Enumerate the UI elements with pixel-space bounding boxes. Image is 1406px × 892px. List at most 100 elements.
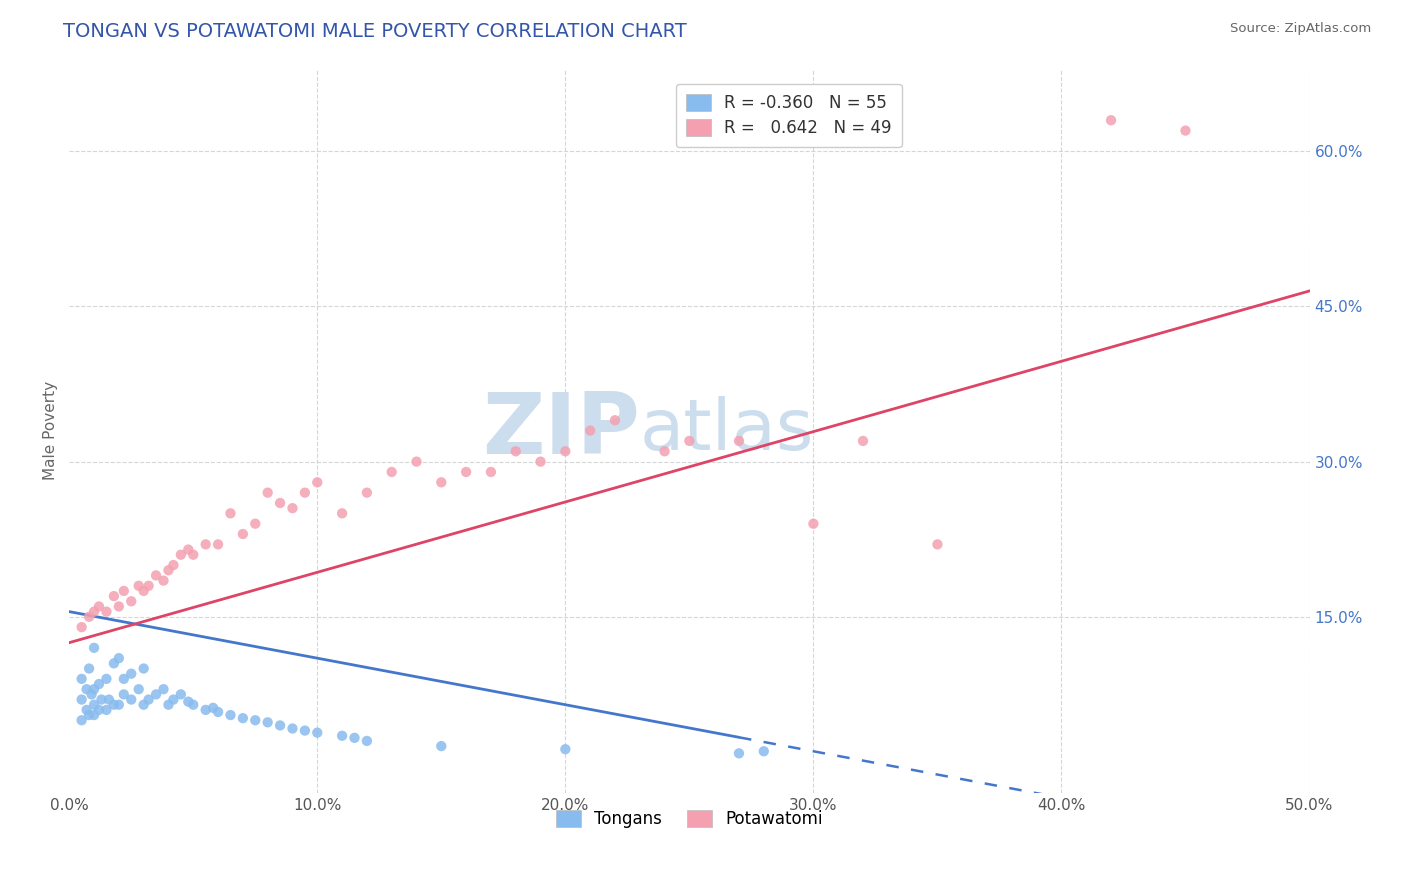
Y-axis label: Male Poverty: Male Poverty bbox=[44, 381, 58, 480]
Point bbox=[728, 434, 751, 448]
Point bbox=[219, 708, 242, 723]
Point bbox=[1099, 113, 1122, 128]
Point bbox=[177, 695, 200, 709]
Point bbox=[120, 666, 142, 681]
Point bbox=[103, 657, 125, 671]
Point bbox=[219, 506, 242, 520]
Point bbox=[170, 687, 193, 701]
Point bbox=[529, 455, 551, 469]
Point bbox=[505, 444, 527, 458]
Point bbox=[281, 501, 304, 516]
Point bbox=[330, 506, 353, 520]
Point bbox=[90, 692, 112, 706]
Point bbox=[294, 485, 316, 500]
Point bbox=[96, 605, 118, 619]
Point bbox=[269, 496, 291, 510]
Text: atlas: atlas bbox=[640, 396, 814, 465]
Point bbox=[202, 701, 225, 715]
Point bbox=[803, 516, 825, 531]
Text: Source: ZipAtlas.com: Source: ZipAtlas.com bbox=[1230, 22, 1371, 36]
Point bbox=[430, 739, 453, 753]
Point bbox=[181, 698, 204, 712]
Point bbox=[83, 640, 105, 655]
Point bbox=[83, 708, 105, 723]
Point bbox=[307, 475, 329, 490]
Point bbox=[194, 703, 217, 717]
Point bbox=[77, 661, 100, 675]
Point bbox=[330, 729, 353, 743]
Point bbox=[87, 677, 110, 691]
Point bbox=[752, 744, 775, 758]
Point bbox=[157, 563, 180, 577]
Point bbox=[77, 708, 100, 723]
Point bbox=[132, 661, 155, 675]
Point bbox=[96, 703, 118, 717]
Point bbox=[554, 444, 576, 458]
Point bbox=[87, 599, 110, 614]
Point bbox=[97, 692, 120, 706]
Point bbox=[456, 465, 478, 479]
Point bbox=[128, 579, 150, 593]
Point bbox=[77, 609, 100, 624]
Point bbox=[579, 424, 602, 438]
Point bbox=[108, 599, 131, 614]
Point bbox=[654, 444, 676, 458]
Point bbox=[152, 574, 174, 588]
Point bbox=[83, 698, 105, 712]
Point bbox=[256, 715, 278, 730]
Point bbox=[120, 692, 142, 706]
Point bbox=[256, 485, 278, 500]
Point bbox=[108, 698, 131, 712]
Point bbox=[162, 692, 184, 706]
Point bbox=[1174, 123, 1197, 137]
Point bbox=[281, 722, 304, 736]
Point bbox=[162, 558, 184, 572]
Point bbox=[232, 527, 254, 541]
Point bbox=[138, 692, 160, 706]
Point bbox=[152, 682, 174, 697]
Point bbox=[554, 742, 576, 756]
Point bbox=[112, 687, 135, 701]
Point bbox=[728, 747, 751, 761]
Point bbox=[70, 620, 93, 634]
Text: TONGAN VS POTAWATOMI MALE POVERTY CORRELATION CHART: TONGAN VS POTAWATOMI MALE POVERTY CORREL… bbox=[63, 22, 688, 41]
Point bbox=[405, 455, 427, 469]
Point bbox=[194, 537, 217, 551]
Point bbox=[83, 682, 105, 697]
Point bbox=[356, 734, 378, 748]
Point bbox=[112, 672, 135, 686]
Point bbox=[70, 692, 93, 706]
Point bbox=[128, 682, 150, 697]
Point bbox=[103, 589, 125, 603]
Point bbox=[177, 542, 200, 557]
Point bbox=[232, 711, 254, 725]
Point bbox=[479, 465, 502, 479]
Point bbox=[157, 698, 180, 712]
Point bbox=[307, 725, 329, 739]
Point bbox=[83, 605, 105, 619]
Point bbox=[245, 713, 267, 727]
Point bbox=[120, 594, 142, 608]
Point bbox=[145, 568, 167, 582]
Point bbox=[207, 705, 229, 719]
Point bbox=[430, 475, 453, 490]
Point bbox=[70, 713, 93, 727]
Point bbox=[112, 583, 135, 598]
Point bbox=[70, 672, 93, 686]
Point bbox=[927, 537, 949, 551]
Point bbox=[269, 718, 291, 732]
Point bbox=[76, 703, 98, 717]
Point bbox=[207, 537, 229, 551]
Point bbox=[108, 651, 131, 665]
Point bbox=[381, 465, 404, 479]
Point bbox=[294, 723, 316, 738]
Point bbox=[96, 672, 118, 686]
Point bbox=[245, 516, 267, 531]
Point bbox=[343, 731, 366, 745]
Point bbox=[138, 579, 160, 593]
Point bbox=[132, 583, 155, 598]
Point bbox=[76, 682, 98, 697]
Point bbox=[603, 413, 626, 427]
Point bbox=[103, 698, 125, 712]
Point bbox=[356, 485, 378, 500]
